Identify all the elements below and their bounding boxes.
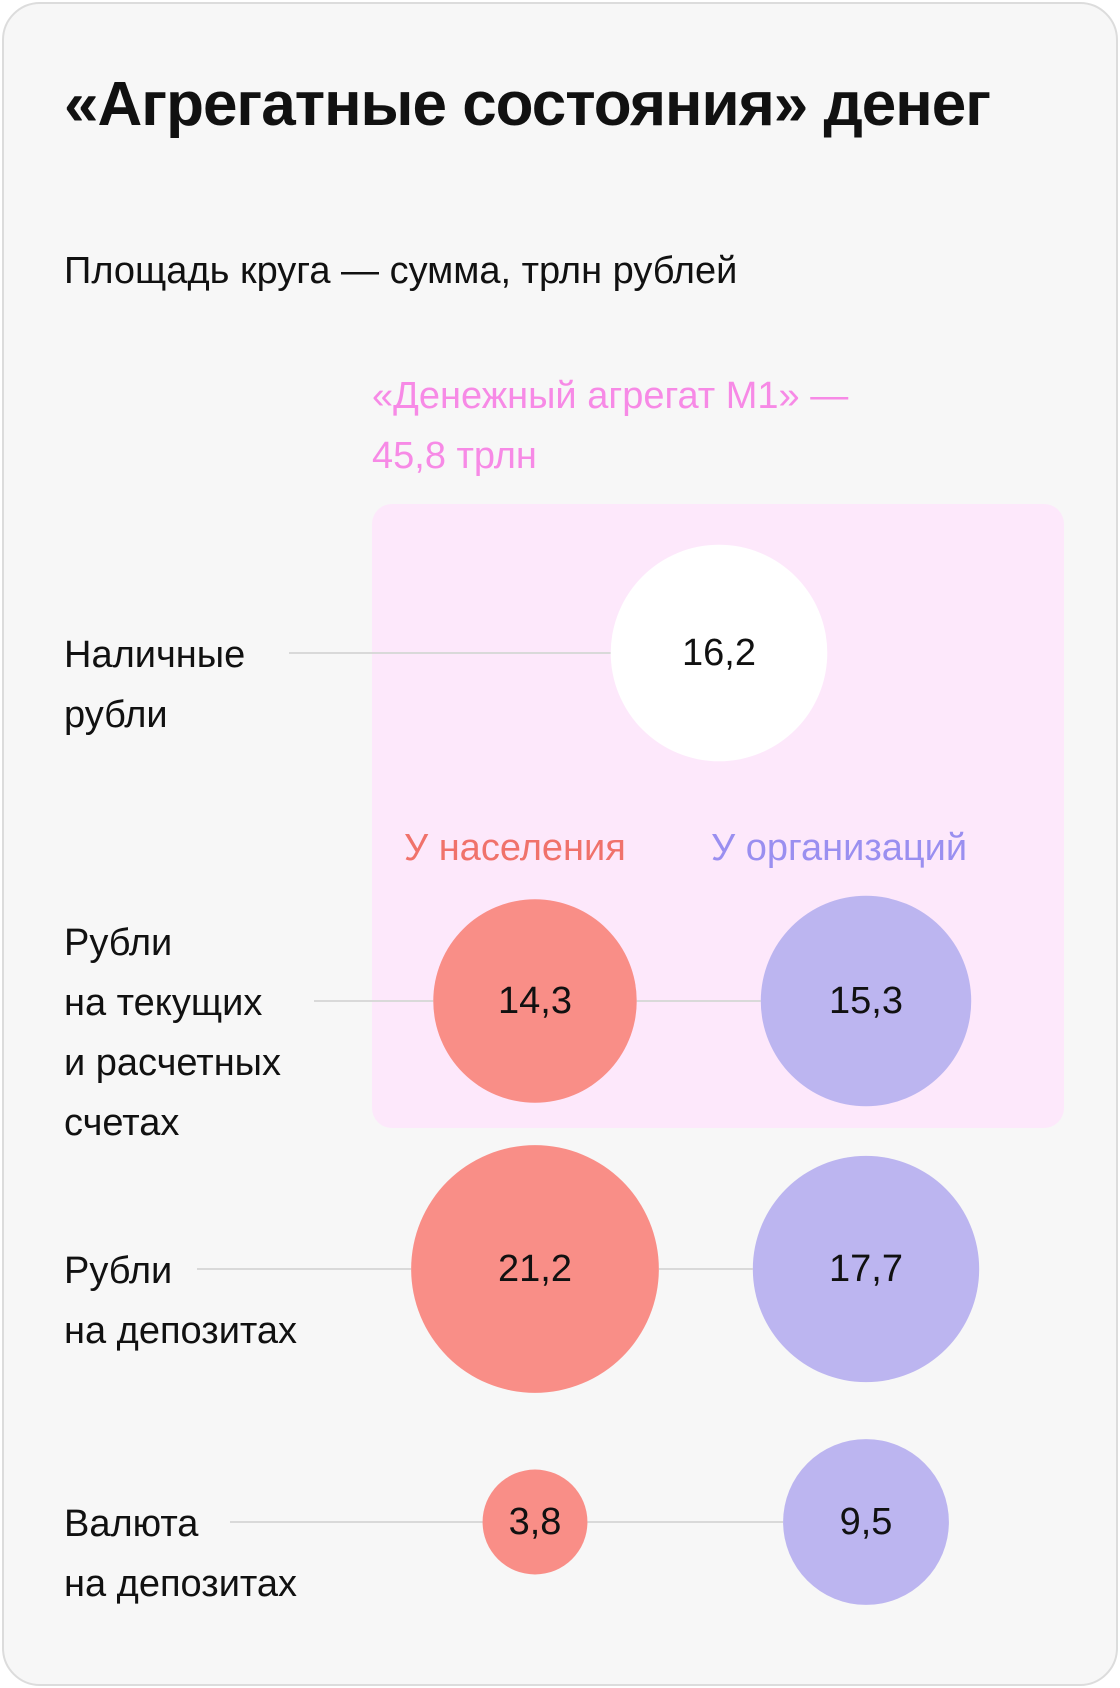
row-label-line: на депозитах [64, 1310, 298, 1352]
m1-total-line: 45,8 трлн [372, 435, 537, 477]
bubble-chart: 16,2 14,3 15,3 21,2 17,7 3,8 9,5 [197, 544, 980, 1605]
row-label-current-accounts: Рубли на текущих и расчетных счетах [64, 913, 281, 1153]
bubble-value-label: 21,2 [498, 1248, 572, 1290]
bubble [783, 1439, 949, 1605]
bubble [433, 899, 637, 1103]
bubble [610, 544, 828, 762]
m1-label-line: «Денежный агрегат М1» — [372, 375, 849, 417]
row-label-line: Рубли [64, 1250, 173, 1292]
row-label-ruble-deposits: Рубли на депозитах [64, 1241, 297, 1361]
bubble-value-label: 16,2 [682, 632, 756, 674]
bubble [411, 1145, 659, 1393]
column-header-organizations: У организаций [711, 827, 968, 869]
bubble [752, 1155, 980, 1383]
chart-subtitle: Площадь круга — сумма, трлн рублей [64, 250, 738, 292]
row-label-line: Наличные [64, 634, 246, 676]
column-header-households: У населения [404, 827, 626, 869]
bubble-value-label: 14,3 [498, 980, 572, 1022]
row-label-line: на депозитах [64, 1563, 298, 1605]
row-label-line: Валюта [64, 1503, 199, 1545]
row-label-line: и расчетных [64, 1042, 281, 1084]
m1-label: «Денежный агрегат М1» — 45,8 трлн [372, 366, 992, 486]
bubble [482, 1469, 588, 1575]
bubble-value-label: 15,3 [829, 980, 903, 1022]
row-label-line: счетах [64, 1102, 180, 1144]
row-label-cash: Наличные рубли [64, 625, 245, 745]
bubble-value-label: 17,7 [829, 1248, 903, 1290]
row-label-line: рубли [64, 694, 168, 736]
row-label-line: на текущих [64, 982, 263, 1024]
row-label-line: Рубли [64, 922, 173, 964]
bubble-value-label: 3,8 [509, 1501, 562, 1543]
bubble-value-label: 9,5 [840, 1501, 893, 1543]
row-label-fx-deposits: Валюта на депозитах [64, 1494, 297, 1614]
bubble [760, 895, 972, 1107]
chart-title: «Агрегатные состояния» денег [64, 70, 991, 139]
